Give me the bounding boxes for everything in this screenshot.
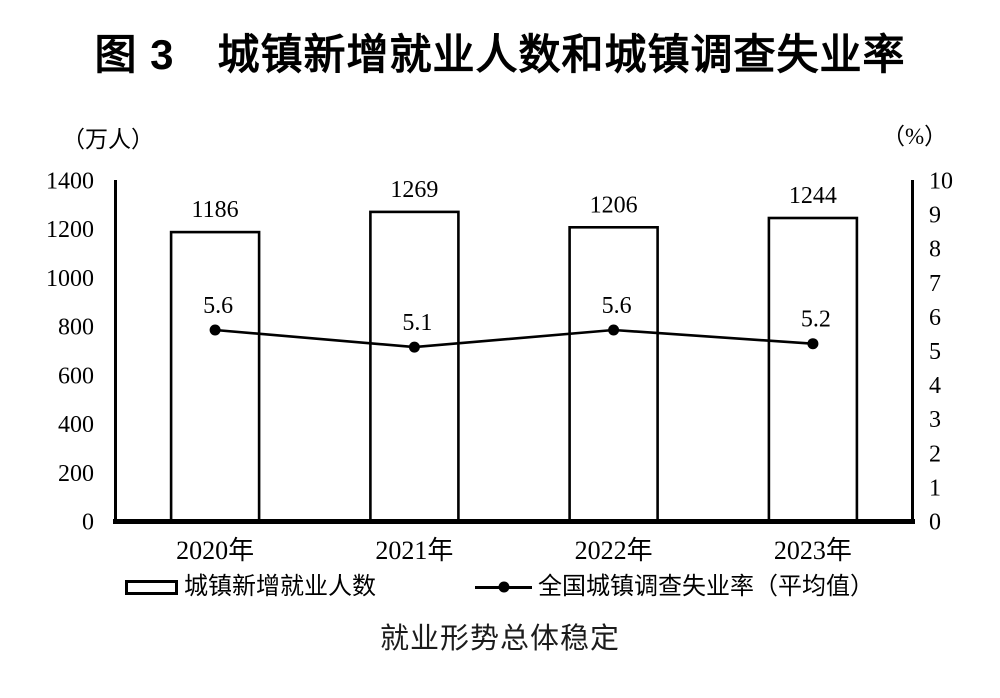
right-axis-tick-label: 4 bbox=[929, 373, 941, 399]
left-axis-tick-label: 0 bbox=[82, 510, 94, 536]
line-dot-icon bbox=[498, 581, 509, 593]
line-value-label: 5.6 bbox=[602, 293, 632, 319]
legend-label-line-series: 全国城镇调查失业率（平均值） bbox=[538, 574, 874, 600]
legend-label-bar-series: 城镇新增就业人数 bbox=[184, 574, 376, 600]
left-axis-tick-label: 1200 bbox=[46, 217, 94, 243]
x-axis-label-2021年: 2021年 bbox=[375, 536, 453, 565]
right-axis-tick-label: 7 bbox=[929, 271, 941, 297]
bar-swatch-icon bbox=[125, 579, 178, 595]
right-axis-tick-label: 10 bbox=[929, 169, 953, 195]
line-point-2022年 bbox=[608, 324, 620, 336]
legend-item-bar-series: 城镇新增就业人数 bbox=[125, 571, 376, 603]
bar-value-label: 1206 bbox=[590, 192, 638, 218]
right-axis-tick-label: 9 bbox=[929, 203, 941, 229]
right-axis-tick-label: 6 bbox=[929, 305, 941, 331]
left-axis-tick-label: 800 bbox=[58, 315, 94, 341]
left-axis-unit-label: （万人） bbox=[62, 127, 154, 152]
bar-2022年 bbox=[568, 226, 659, 523]
x-axis-label-2022年: 2022年 bbox=[575, 536, 653, 565]
left-axis-tick-label: 1400 bbox=[46, 169, 94, 195]
chart-title: 图 3 城镇新增就业人数和城镇调查失业率 bbox=[94, 31, 906, 78]
line-value-label: 5.6 bbox=[203, 293, 233, 319]
left-axis-tick-label: 200 bbox=[58, 461, 94, 487]
right-axis-tick-label: 2 bbox=[929, 441, 941, 467]
bar-2020年 bbox=[169, 230, 261, 523]
unemployment-rate-line bbox=[214, 328, 813, 349]
right-axis-unit-label: （%） bbox=[882, 124, 948, 149]
right-axis-tick-label: 5 bbox=[929, 339, 941, 365]
bar-2023年 bbox=[767, 216, 859, 523]
right-axis-tick-label: 0 bbox=[929, 510, 941, 536]
legend-item-line-series: 全国城镇调查失业率（平均值） bbox=[475, 571, 874, 603]
right-axis-tick-label: 3 bbox=[929, 407, 941, 433]
bar-value-label: 1244 bbox=[789, 183, 837, 209]
line-point-2023年 bbox=[807, 338, 819, 350]
bar-value-label: 1269 bbox=[390, 177, 438, 203]
right-axis-tick-label: 8 bbox=[929, 237, 941, 263]
left-axis-tick-label: 400 bbox=[58, 412, 94, 438]
line-swatch-icon bbox=[475, 581, 532, 593]
line-point-2020年 bbox=[209, 324, 221, 336]
line-value-label: 5.2 bbox=[801, 307, 831, 333]
chart-legend: 城镇新增就业人数 全国城镇调查失业率（平均值） bbox=[0, 571, 1000, 603]
line-value-label: 5.1 bbox=[402, 310, 432, 336]
left-axis-tick-label: 600 bbox=[58, 363, 94, 389]
x-axis-label-2023年: 2023年 bbox=[774, 536, 852, 565]
x-axis-label-2020年: 2020年 bbox=[176, 536, 254, 565]
bar-2021年 bbox=[369, 210, 460, 523]
left-axis-tick-label: 1000 bbox=[46, 266, 94, 292]
line-point-2021年 bbox=[408, 341, 420, 353]
chart-caption: 就业形势总体稳定 bbox=[379, 623, 620, 655]
right-axis-tick-label: 1 bbox=[929, 475, 941, 501]
bar-value-label: 1186 bbox=[192, 197, 239, 223]
